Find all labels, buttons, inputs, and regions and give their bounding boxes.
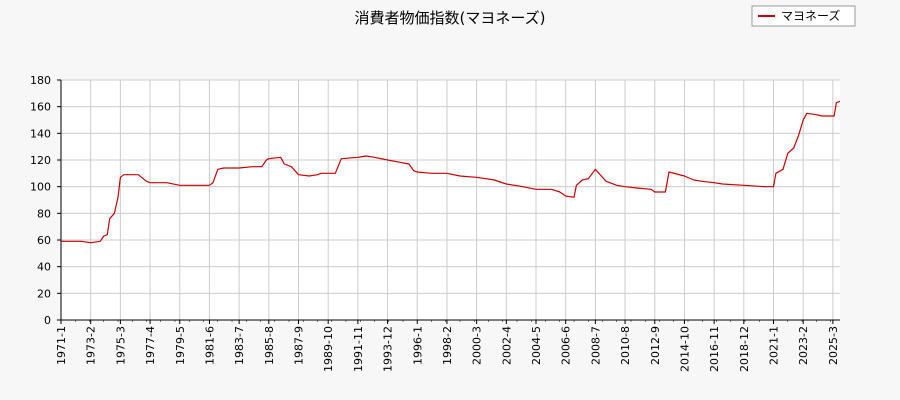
x-tick-labels: 1971-1 1973-2 1975-3 1977-4 1979-5 1981-6 1983… [55, 326, 840, 372]
y-tick-label: 160 [30, 101, 51, 114]
plot-area [61, 80, 840, 320]
x-tick-label: 1989-10 [322, 326, 335, 372]
x-tick-label: 1981-6 [203, 326, 216, 365]
legend: マヨネーズ [751, 5, 856, 27]
x-tick-label: 1971-1 [55, 326, 68, 365]
legend-box [751, 5, 856, 27]
x-tick-label: 1983-7 [233, 326, 246, 365]
x-tick-label: 2014-10 [678, 326, 691, 372]
y-tick-label: 120 [30, 154, 51, 167]
x-tick-label: 1975-3 [114, 326, 127, 365]
y-tick-label: 20 [37, 287, 51, 300]
x-tick-label: 1973-2 [85, 326, 98, 365]
x-tick-label: 2000-3 [471, 326, 484, 365]
y-tick-label: 80 [37, 207, 51, 220]
x-tick-label: 1987-9 [293, 326, 306, 365]
x-tick-label: 1979-5 [174, 326, 187, 365]
x-tick-label: 1998-2 [441, 326, 454, 365]
x-tick-label: 1996-1 [411, 326, 424, 365]
chart-title: 消費者物価指数(マヨネーズ) [355, 9, 546, 27]
series-layer [61, 100, 841, 244]
x-tick-label: 2006-6 [560, 326, 573, 365]
x-tick-label: 1985-8 [263, 326, 276, 365]
x-tick-label: 2002-4 [500, 326, 513, 365]
y-tick-label: 0 [44, 314, 51, 327]
legend-label: マヨネーズ [781, 8, 840, 23]
x-tick-label: 2021-1 [768, 326, 781, 365]
x-tick-label: 1977-4 [144, 326, 157, 365]
x-tick-label: 1993-12 [382, 326, 395, 372]
x-tick-label: 2010-8 [619, 326, 632, 365]
y-tick-labels: 0 20 40 60 80 100 120 140 160 180 [30, 74, 51, 327]
x-tick-label: 2016-11 [708, 326, 721, 372]
y-tick-label: 60 [37, 234, 51, 247]
y-tick-label: 100 [30, 181, 51, 194]
x-tick-label: 2018-12 [738, 326, 751, 372]
y-tick-label: 40 [37, 261, 51, 274]
x-tick-label: 2012-9 [649, 326, 662, 365]
axis-layer [57, 79, 840, 324]
x-tick-label: 2008-7 [589, 326, 602, 365]
x-tick-label: 2004-5 [530, 326, 543, 365]
x-tick-label: 2025-3 [827, 326, 840, 365]
x-tick-label: 1991-11 [352, 326, 365, 372]
x-tick-label: 2023-2 [797, 326, 810, 365]
y-tick-label: 180 [30, 74, 51, 87]
y-tick-label: 140 [30, 127, 51, 140]
series-line-0 [61, 100, 841, 244]
